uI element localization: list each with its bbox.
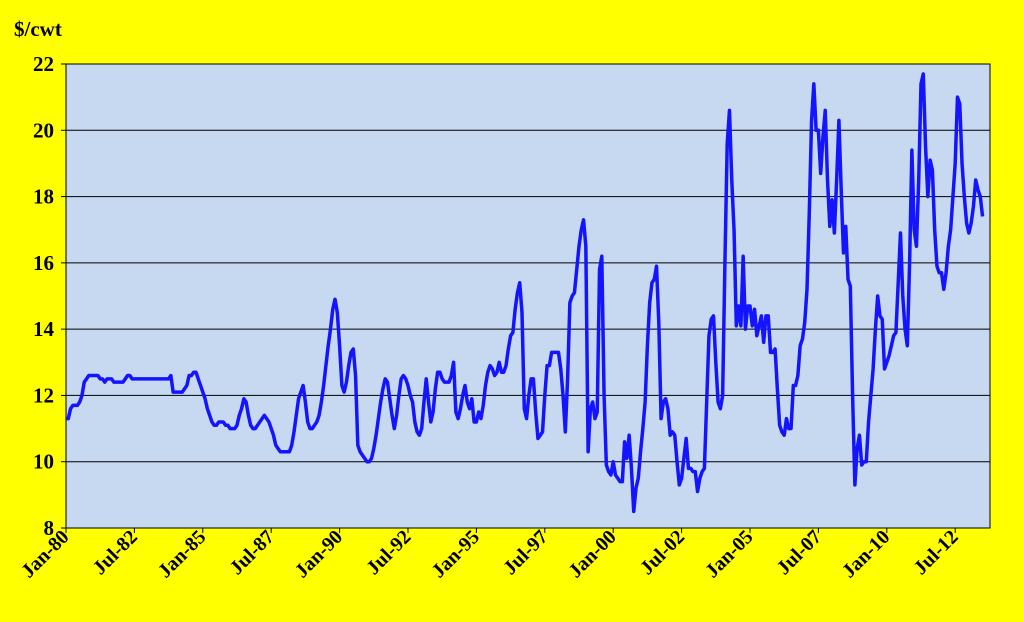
y-tick-label: 14 <box>33 317 55 341</box>
y-tick-label: 12 <box>33 383 54 407</box>
plot-area <box>65 63 991 529</box>
y-tick-label: 8 <box>44 516 55 540</box>
y-tick-label: 20 <box>33 118 54 142</box>
y-tick-label: 22 <box>33 52 54 76</box>
y-tick-label: 18 <box>33 185 54 209</box>
y-tick-label: 16 <box>33 251 54 275</box>
y-tick-label: 10 <box>33 450 54 474</box>
y-axis-title: $/cwt <box>14 17 62 41</box>
data-line <box>66 72 985 514</box>
